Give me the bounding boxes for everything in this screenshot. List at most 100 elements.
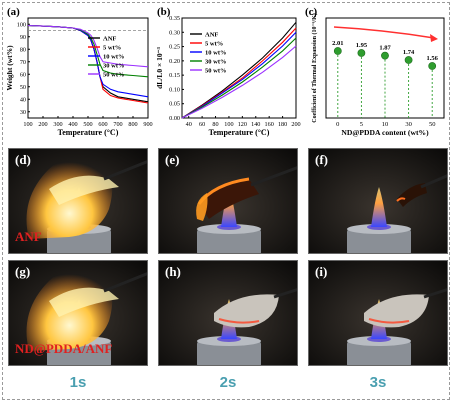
panel-label: (c) [305, 6, 318, 18]
time-label-1: 1s [69, 374, 87, 391]
legend-entry: 30 wt% [205, 59, 226, 66]
y-tick-label: 0.05 [169, 101, 180, 108]
data-point [428, 62, 437, 70]
chart-panel-a: (a) 100 200 300 400 500 600 700 800 900 30 40 50 60 70… [4, 4, 154, 144]
data-label: 2.01 [332, 40, 343, 47]
photo-label: (g) [15, 264, 31, 279]
series-line [27, 24, 149, 104]
x-tick-label: 400 [68, 121, 77, 128]
y-tick-label: 100 [17, 21, 26, 28]
sample-label: ANF [15, 229, 42, 244]
expansion-chart: (b) 40 60 80 100 120 140 160 180 200 0.00 0.05 0.10 0… [155, 6, 301, 137]
legend-entry: 30 wt% [103, 63, 124, 70]
x-axis-label: ND@PDDA content (wt%) [341, 128, 429, 137]
data-label: 1.87 [379, 45, 391, 52]
photo-label: (e) [165, 152, 180, 167]
legend-entry: 50 wt% [103, 72, 124, 79]
photo-g: (g) ND@PDDA/ANF [8, 260, 148, 366]
photo-h: (h) [158, 260, 298, 366]
y-tick-label: 40 [20, 96, 26, 103]
legend-entry: ANF [103, 36, 116, 43]
y-tick-label: 0.30 [169, 29, 180, 36]
x-tick-label: 5 [360, 121, 363, 128]
x-tick-label: 0 [336, 121, 339, 128]
legend-entry: ANF [205, 32, 218, 39]
x-tick-label: 900 [143, 121, 152, 128]
legend-entry: 5 wt% [103, 45, 121, 52]
y-axis-label: dL/L0 × 10⁻³ [155, 46, 164, 88]
data-label: 1.56 [427, 55, 439, 62]
x-tick-label: 200 [291, 121, 300, 128]
y-tick-label: 0.35 [169, 15, 180, 22]
series-line [27, 24, 149, 103]
x-tick-label: 700 [113, 121, 122, 128]
x-tick-label: 30 [405, 121, 412, 128]
y-tick-label: 0.00 [169, 115, 180, 122]
sample-label: ND@PDDA/ANF [15, 341, 113, 356]
x-tick-label: 160 [265, 121, 274, 128]
trend-arrow [333, 26, 435, 39]
tga-chart: (a) 100 200 300 400 500 600 700 800 900 30 40 50 60 70… [5, 6, 153, 137]
photo-i: (i) [308, 260, 448, 366]
plot-area [181, 17, 297, 119]
x-tick-label: 800 [128, 121, 137, 128]
panel-label: (b) [157, 6, 171, 18]
y-axis-label: Weight (wt%) [5, 45, 14, 91]
x-tick-label: 180 [278, 121, 287, 128]
y-tick-label: 90 [20, 34, 26, 41]
y-tick-label: 0.20 [169, 58, 180, 65]
photo-label: (d) [15, 152, 31, 167]
photo-label: (f) [315, 152, 328, 167]
series-line [181, 45, 297, 119]
y-tick-label: 80 [20, 46, 26, 53]
x-tick-label: 500 [83, 121, 92, 128]
x-tick-label: 600 [98, 121, 107, 128]
time-label-2: 2s [219, 374, 237, 391]
data-point [381, 51, 389, 60]
x-tick-label: 300 [53, 121, 62, 128]
x-tick-label: 80 [212, 121, 218, 128]
panel-label: (a) [7, 6, 20, 18]
y-tick-label: 0.10 [169, 86, 180, 93]
figure-frame [2, 2, 450, 400]
x-tick-label: 50 [429, 121, 436, 128]
y-tick-label: 30 [20, 109, 26, 116]
y-axis-label: Coefficient of Thermal Expansion (10⁻⁶/K… [311, 13, 318, 123]
x-tick-label: 10 [382, 121, 389, 128]
photo-e: (e) [158, 148, 298, 254]
legend-entry: 10 wt% [205, 50, 226, 57]
plot-area [325, 17, 445, 119]
series-line [27, 24, 149, 68]
x-tick-label: 100 [23, 121, 32, 128]
data-point [357, 49, 366, 57]
x-tick-label: 200 [38, 121, 47, 128]
series-line [27, 24, 149, 98]
data-label: 1.74 [403, 49, 415, 56]
series-line [181, 31, 297, 119]
legend-entry: 50 wt% [205, 68, 226, 75]
legend-entry: 5 wt% [205, 41, 223, 48]
x-axis-label: Temperature (°C) [58, 128, 119, 137]
photo-f: (f) [308, 148, 448, 254]
data-point [333, 47, 342, 55]
y-tick-label: 60 [20, 71, 26, 78]
y-tick-label: 70 [20, 59, 26, 66]
x-tick-label: 60 [199, 121, 205, 128]
photo-label: (h) [165, 264, 181, 279]
series-line [181, 37, 297, 119]
y-tick-label: 0.25 [169, 44, 180, 51]
x-tick-label: 120 [238, 121, 247, 128]
chart-panel-b: (b) 40 60 80 100 120 140 160 180 200 0.00 0.05 0.10 0… [154, 4, 302, 144]
x-axis-label: Temperature (°C) [209, 128, 270, 137]
chart-panel-c: (c) 2.01 0 1.95 5 1.87 10 1.74 30 1.56 50 ND@PDDA c… [302, 4, 450, 144]
y-tick-label: 50 [20, 84, 26, 91]
x-tick-label: 140 [251, 121, 260, 128]
data-label: 1.95 [356, 42, 368, 49]
x-tick-label: 40 [186, 121, 192, 128]
photo-d: (d) ANF [8, 148, 148, 254]
data-point [404, 56, 413, 64]
legend-entry: 10 wt% [103, 54, 124, 61]
x-tick-label: 100 [224, 121, 233, 128]
y-tick-label: 0.15 [169, 72, 180, 79]
